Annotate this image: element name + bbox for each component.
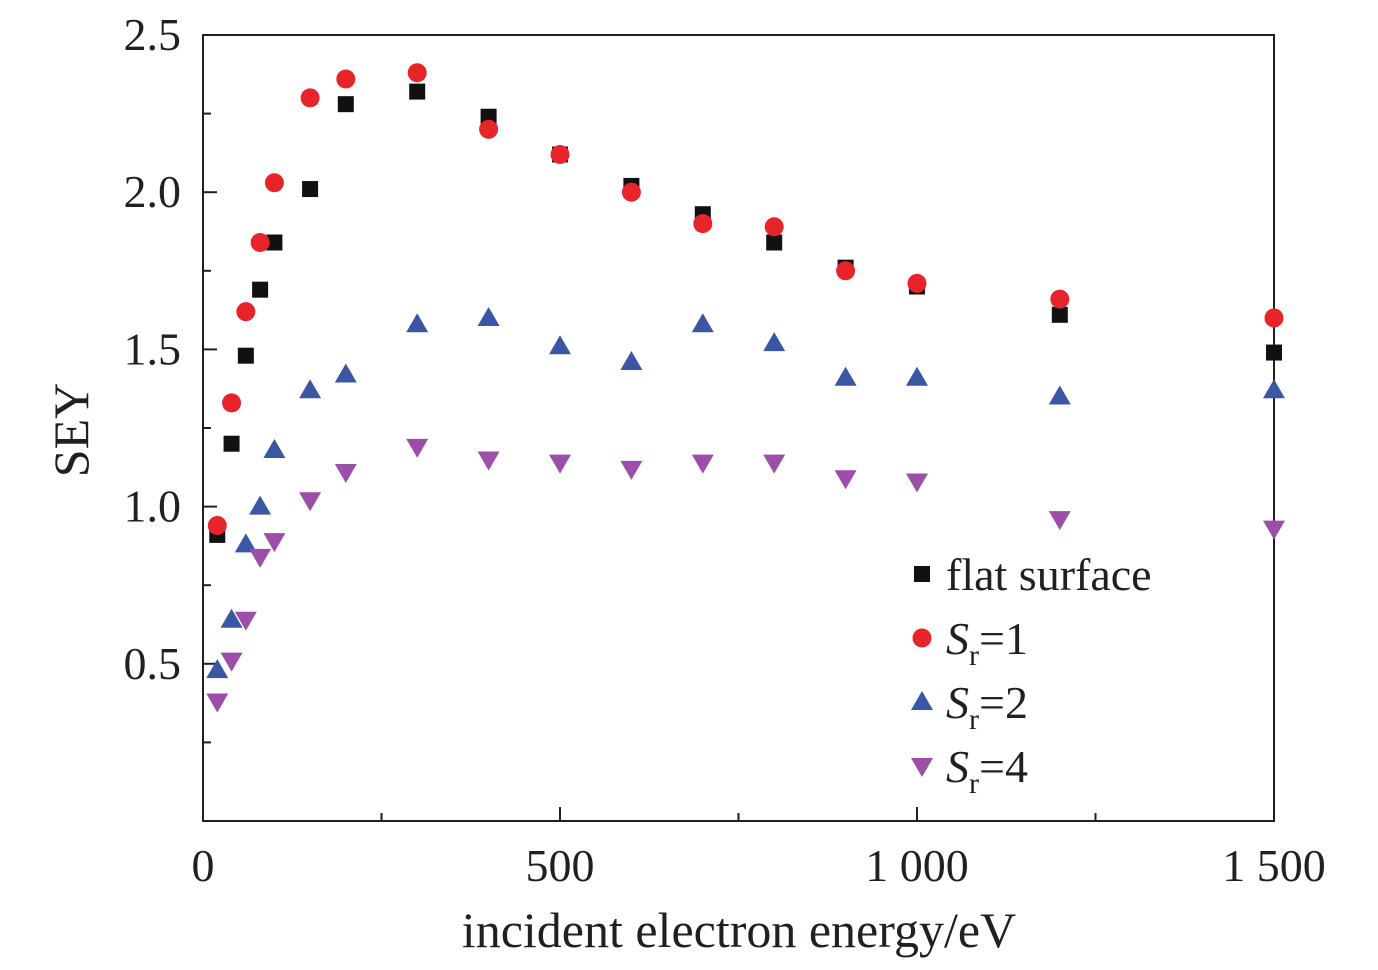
y-tick-label: 1.0 — [124, 481, 182, 532]
y-tick-label: 0.5 — [124, 638, 182, 689]
data-point — [620, 350, 643, 370]
legend-marker — [912, 628, 932, 648]
x-tick-label: 0 — [192, 840, 215, 891]
legend-marker — [911, 758, 933, 777]
data-point — [477, 451, 500, 471]
series-group — [206, 306, 1285, 679]
data-point — [550, 144, 570, 164]
data-point — [337, 96, 354, 113]
data-point — [266, 234, 283, 251]
legend-marker — [911, 691, 933, 710]
data-point — [766, 234, 783, 251]
data-point — [299, 379, 322, 399]
data-point — [834, 470, 857, 490]
legend-label: flat surface — [946, 549, 1152, 600]
legend-label: Sr=1 — [946, 613, 1028, 672]
y-tick-label: 1.5 — [124, 323, 182, 374]
data-point — [223, 435, 240, 452]
data-point — [620, 460, 643, 480]
x-tick-label: 1 500 — [1222, 840, 1326, 891]
data-point — [407, 63, 427, 83]
data-point — [302, 181, 319, 198]
data-point — [1048, 511, 1071, 531]
data-point — [1050, 289, 1070, 309]
data-point — [249, 548, 272, 568]
data-point — [1263, 520, 1285, 540]
legend-label: Sr=4 — [946, 741, 1028, 800]
data-point — [334, 363, 357, 383]
plot-frame — [202, 34, 1275, 822]
data-point — [206, 693, 229, 713]
x-tick-label: 500 — [526, 840, 595, 891]
data-point — [1263, 379, 1285, 399]
y-axis-ticks: 0.5 1.0 1.5 2.0 2.5 — [124, 9, 217, 744]
data-point — [1266, 344, 1282, 361]
data-point — [236, 302, 256, 322]
data-point — [263, 533, 286, 553]
data-point — [250, 233, 270, 253]
data-point — [907, 273, 927, 293]
data-point — [222, 393, 242, 413]
data-point — [220, 652, 243, 672]
data-point — [836, 261, 856, 281]
data-point — [906, 366, 928, 386]
data-point — [906, 473, 928, 493]
data-point — [252, 281, 269, 298]
data-point — [764, 217, 784, 237]
data-point — [834, 366, 857, 386]
data-point — [234, 533, 257, 553]
x-tick-label: 1 000 — [865, 840, 969, 891]
data-point — [206, 659, 229, 679]
x-axis-title: incident electron energy/eV — [462, 902, 1016, 958]
data-points — [206, 63, 1285, 713]
data-point — [691, 454, 714, 474]
data-point — [234, 611, 257, 631]
data-point — [621, 182, 641, 202]
y-tick-label: 2.0 — [124, 166, 182, 217]
data-point — [264, 173, 284, 193]
data-point — [477, 306, 500, 326]
data-point — [549, 335, 571, 355]
legend-label: Sr=2 — [946, 677, 1028, 736]
data-point — [336, 69, 356, 89]
data-point — [220, 608, 243, 628]
data-point — [237, 347, 254, 364]
data-point — [409, 83, 426, 100]
data-point — [299, 492, 322, 512]
data-point — [1048, 385, 1071, 405]
data-point — [263, 439, 286, 459]
data-point — [691, 313, 714, 333]
data-point — [249, 495, 272, 515]
series-group — [206, 438, 1285, 713]
data-point — [334, 464, 357, 484]
series-group — [209, 83, 1282, 543]
data-point — [549, 454, 571, 474]
data-point — [763, 454, 786, 474]
data-point — [406, 313, 429, 333]
y-tick-label: 2.5 — [124, 9, 182, 60]
data-point — [479, 119, 499, 139]
data-point — [763, 332, 786, 352]
data-point — [207, 515, 227, 535]
data-point — [406, 438, 429, 458]
series-group — [207, 63, 1284, 535]
data-point — [1051, 306, 1068, 323]
data-point — [693, 214, 713, 234]
legend-marker — [914, 566, 930, 582]
legend: flat surface Sr=1Sr=2Sr=4 — [911, 549, 1152, 800]
data-point — [1264, 308, 1284, 328]
x-axis-ticks: 0 500 1 000 1 500 — [192, 807, 1326, 891]
y-axis-title: SEY — [43, 383, 99, 477]
data-point — [300, 88, 320, 108]
